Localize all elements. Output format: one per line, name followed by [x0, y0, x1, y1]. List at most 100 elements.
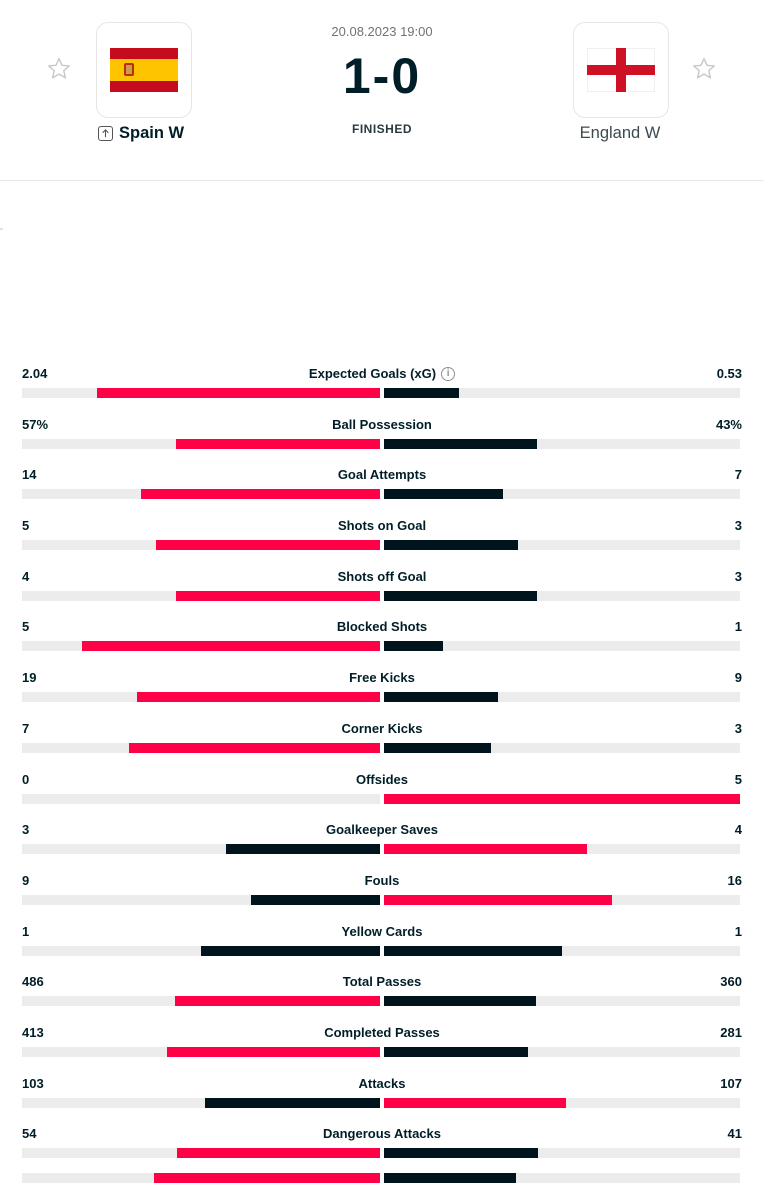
stat-home-bar: [141, 489, 380, 500]
stat-home-bar: [136, 692, 380, 703]
stat-label-wrapper: Completed Passes: [182, 1025, 582, 1040]
stat-home-bar-track: [22, 1173, 380, 1183]
away-team-name[interactable]: England W: [579, 124, 661, 142]
stat-row: 5 Blocked Shots 1: [0, 615, 764, 666]
stat-home-value: 57%: [22, 416, 49, 432]
match-score: 1-0: [342, 48, 422, 104]
stat-home-bar-track: [22, 1148, 380, 1159]
arrow-up-icon: [98, 126, 113, 141]
stat-away-bar: [384, 692, 499, 703]
stat-home-bar: [204, 1097, 380, 1108]
stat-away-bar: [384, 1173, 516, 1183]
home-team-name-wrapper[interactable]: Spain W: [98, 124, 184, 143]
stat-away-bar: [384, 641, 444, 652]
stat-away-value: 9: [734, 670, 742, 686]
stat-label-wrapper: Blocked Shots: [182, 619, 582, 634]
home-team-logo[interactable]: [96, 22, 192, 118]
stat-row: 2.04 Expected Goals (xG) i 0.53: [0, 362, 764, 413]
stat-row: 1 Yellow Cards 1: [0, 920, 764, 971]
stat-label-wrapper: Total Passes: [182, 974, 582, 989]
favorite-home-star-icon[interactable]: [46, 56, 72, 82]
stat-home-value: 9: [22, 872, 30, 888]
stat-row: 9 Fouls 16: [0, 869, 764, 920]
stat-label-wrapper: Shots on Goal: [182, 518, 582, 533]
stat-home-bar-track: [22, 388, 380, 398]
stat-away-bar: [384, 996, 536, 1007]
stat-away-bar-track: [384, 692, 740, 703]
stat-away-value: 107: [720, 1075, 742, 1091]
stat-home-bar-track: [22, 1097, 380, 1108]
stat-home-bar: [251, 894, 380, 905]
stat-label: Shots off Goal: [337, 568, 427, 584]
stat-label-wrapper: Free Kicks: [182, 670, 582, 685]
favorite-away-star-icon[interactable]: [691, 56, 717, 82]
stat-home-value: 14: [22, 467, 37, 483]
stat-label: Attacks: [358, 1075, 406, 1091]
stat-away-bar-track: [384, 894, 740, 905]
stat-away-bar-track: [384, 742, 740, 753]
stat-away-bar: [384, 388, 459, 398]
stat-away-bar-track: [384, 844, 740, 855]
stat-row: 57% Ball Possession 43%: [0, 413, 764, 464]
away-team-logo[interactable]: [573, 22, 669, 118]
stat-label: Goal Attempts: [337, 467, 427, 483]
stat-home-value: 3: [22, 822, 30, 838]
stat-label: Goalkeeper Saves: [325, 822, 439, 838]
stat-home-bar-track: [22, 996, 380, 1007]
stat-label: Free Kicks: [349, 670, 415, 686]
stat-label-wrapper: Offsides: [182, 772, 582, 787]
stat-label: Ball Possession: [332, 416, 432, 432]
stat-away-bar: [384, 438, 538, 449]
stat-away-bar-track: [384, 438, 740, 449]
stat-home-bar: [175, 590, 380, 601]
stat-home-value: 7: [22, 720, 30, 736]
stat-row: 413 Completed Passes 281: [0, 1021, 764, 1072]
match-status: FINISHED: [351, 122, 412, 136]
stat-row: 19 Free Kicks 9: [0, 666, 764, 717]
stat-home-bar: [97, 388, 380, 398]
info-icon[interactable]: i: [441, 366, 456, 381]
stat-away-bar: [384, 844, 588, 855]
stat-away-bar-track: [384, 1046, 740, 1057]
home-team-name[interactable]: Spain W: [119, 124, 185, 142]
stat-away-bar-track: [384, 1148, 740, 1159]
stat-away-bar-track: [384, 1097, 740, 1108]
stat-away-value: 5: [734, 771, 742, 787]
stat-row: 486 Total Passes 360: [0, 970, 764, 1021]
stat-away-bar-track: [384, 388, 740, 398]
stat-away-value: 41: [727, 1126, 742, 1142]
stat-home-bar-track: [22, 590, 380, 601]
stat-away-bar: [384, 540, 518, 551]
stat-home-bar: [154, 1173, 380, 1183]
stat-label: Blocked Shots: [336, 619, 428, 635]
stat-away-bar-track: [384, 996, 740, 1007]
stat-label-wrapper: Goal Attempts: [182, 467, 582, 482]
stat-row: 3 Goalkeeper Saves 4: [0, 818, 764, 869]
stat-label-wrapper: Ball Possession: [182, 417, 582, 432]
stat-row: [0, 1173, 764, 1193]
stat-away-value: 43%: [715, 416, 742, 432]
stat-home-value: 486: [22, 974, 44, 990]
stat-label: Yellow Cards: [341, 923, 423, 939]
stat-away-value: 281: [720, 1024, 742, 1040]
stat-row: 14 Goal Attempts 7: [0, 463, 764, 514]
stat-away-bar-track: [384, 540, 740, 551]
stat-row: 4 Shots off Goal 3: [0, 565, 764, 616]
stat-home-bar-track: [22, 894, 380, 905]
stat-away-value: 3: [734, 720, 742, 736]
stat-home-bar-track: [22, 742, 380, 753]
stat-away-bar-track: [384, 945, 740, 956]
stat-home-value: 0: [22, 771, 30, 787]
match-header: Spain W 20.08.2023 19:00 1-0 FINISHED En…: [0, 0, 764, 181]
stat-home-value: 19: [22, 670, 37, 686]
stat-away-value: 1: [734, 923, 742, 939]
stat-label-wrapper: Fouls: [182, 873, 582, 888]
stat-home-bar: [167, 1046, 380, 1057]
stat-home-bar-track: [22, 945, 380, 956]
stat-row: 5 Shots on Goal 3: [0, 514, 764, 565]
stat-away-value: 3: [734, 568, 742, 584]
stat-home-value: 2.04: [22, 366, 48, 381]
stat-home-bar: [226, 844, 380, 855]
stat-home-bar: [176, 1148, 380, 1159]
stat-away-bar: [384, 1046, 529, 1057]
